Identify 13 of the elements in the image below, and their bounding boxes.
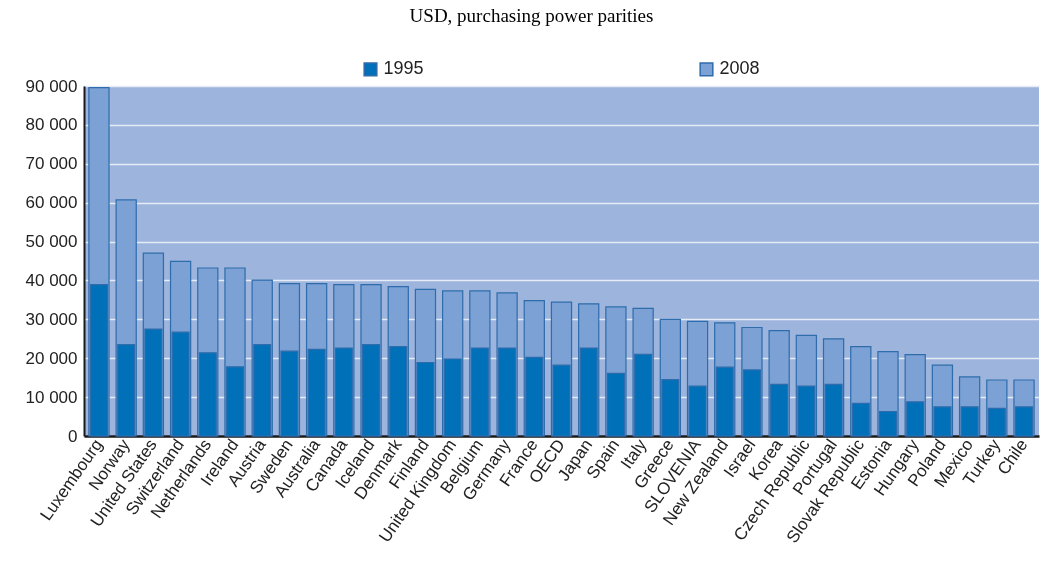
y-tick-label: 70 000 xyxy=(25,154,78,174)
y-tick-label: 10 000 xyxy=(25,387,78,407)
y-tick-label: 40 000 xyxy=(25,270,78,290)
y-tick-label: 60 000 xyxy=(25,193,78,213)
y-tick-label: 50 000 xyxy=(25,232,78,252)
y-tick-label: 80 000 xyxy=(25,115,78,135)
chart-title: USD, purchasing power parities xyxy=(409,5,654,26)
y-tick-label: 90 000 xyxy=(25,76,78,96)
y-tick-label: 20 000 xyxy=(25,348,78,368)
legend-label: 2008 xyxy=(719,58,760,79)
legend-label: 1995 xyxy=(383,58,424,79)
y-tick-label: 30 000 xyxy=(25,309,78,329)
y-tick-label: 0 xyxy=(68,426,78,446)
